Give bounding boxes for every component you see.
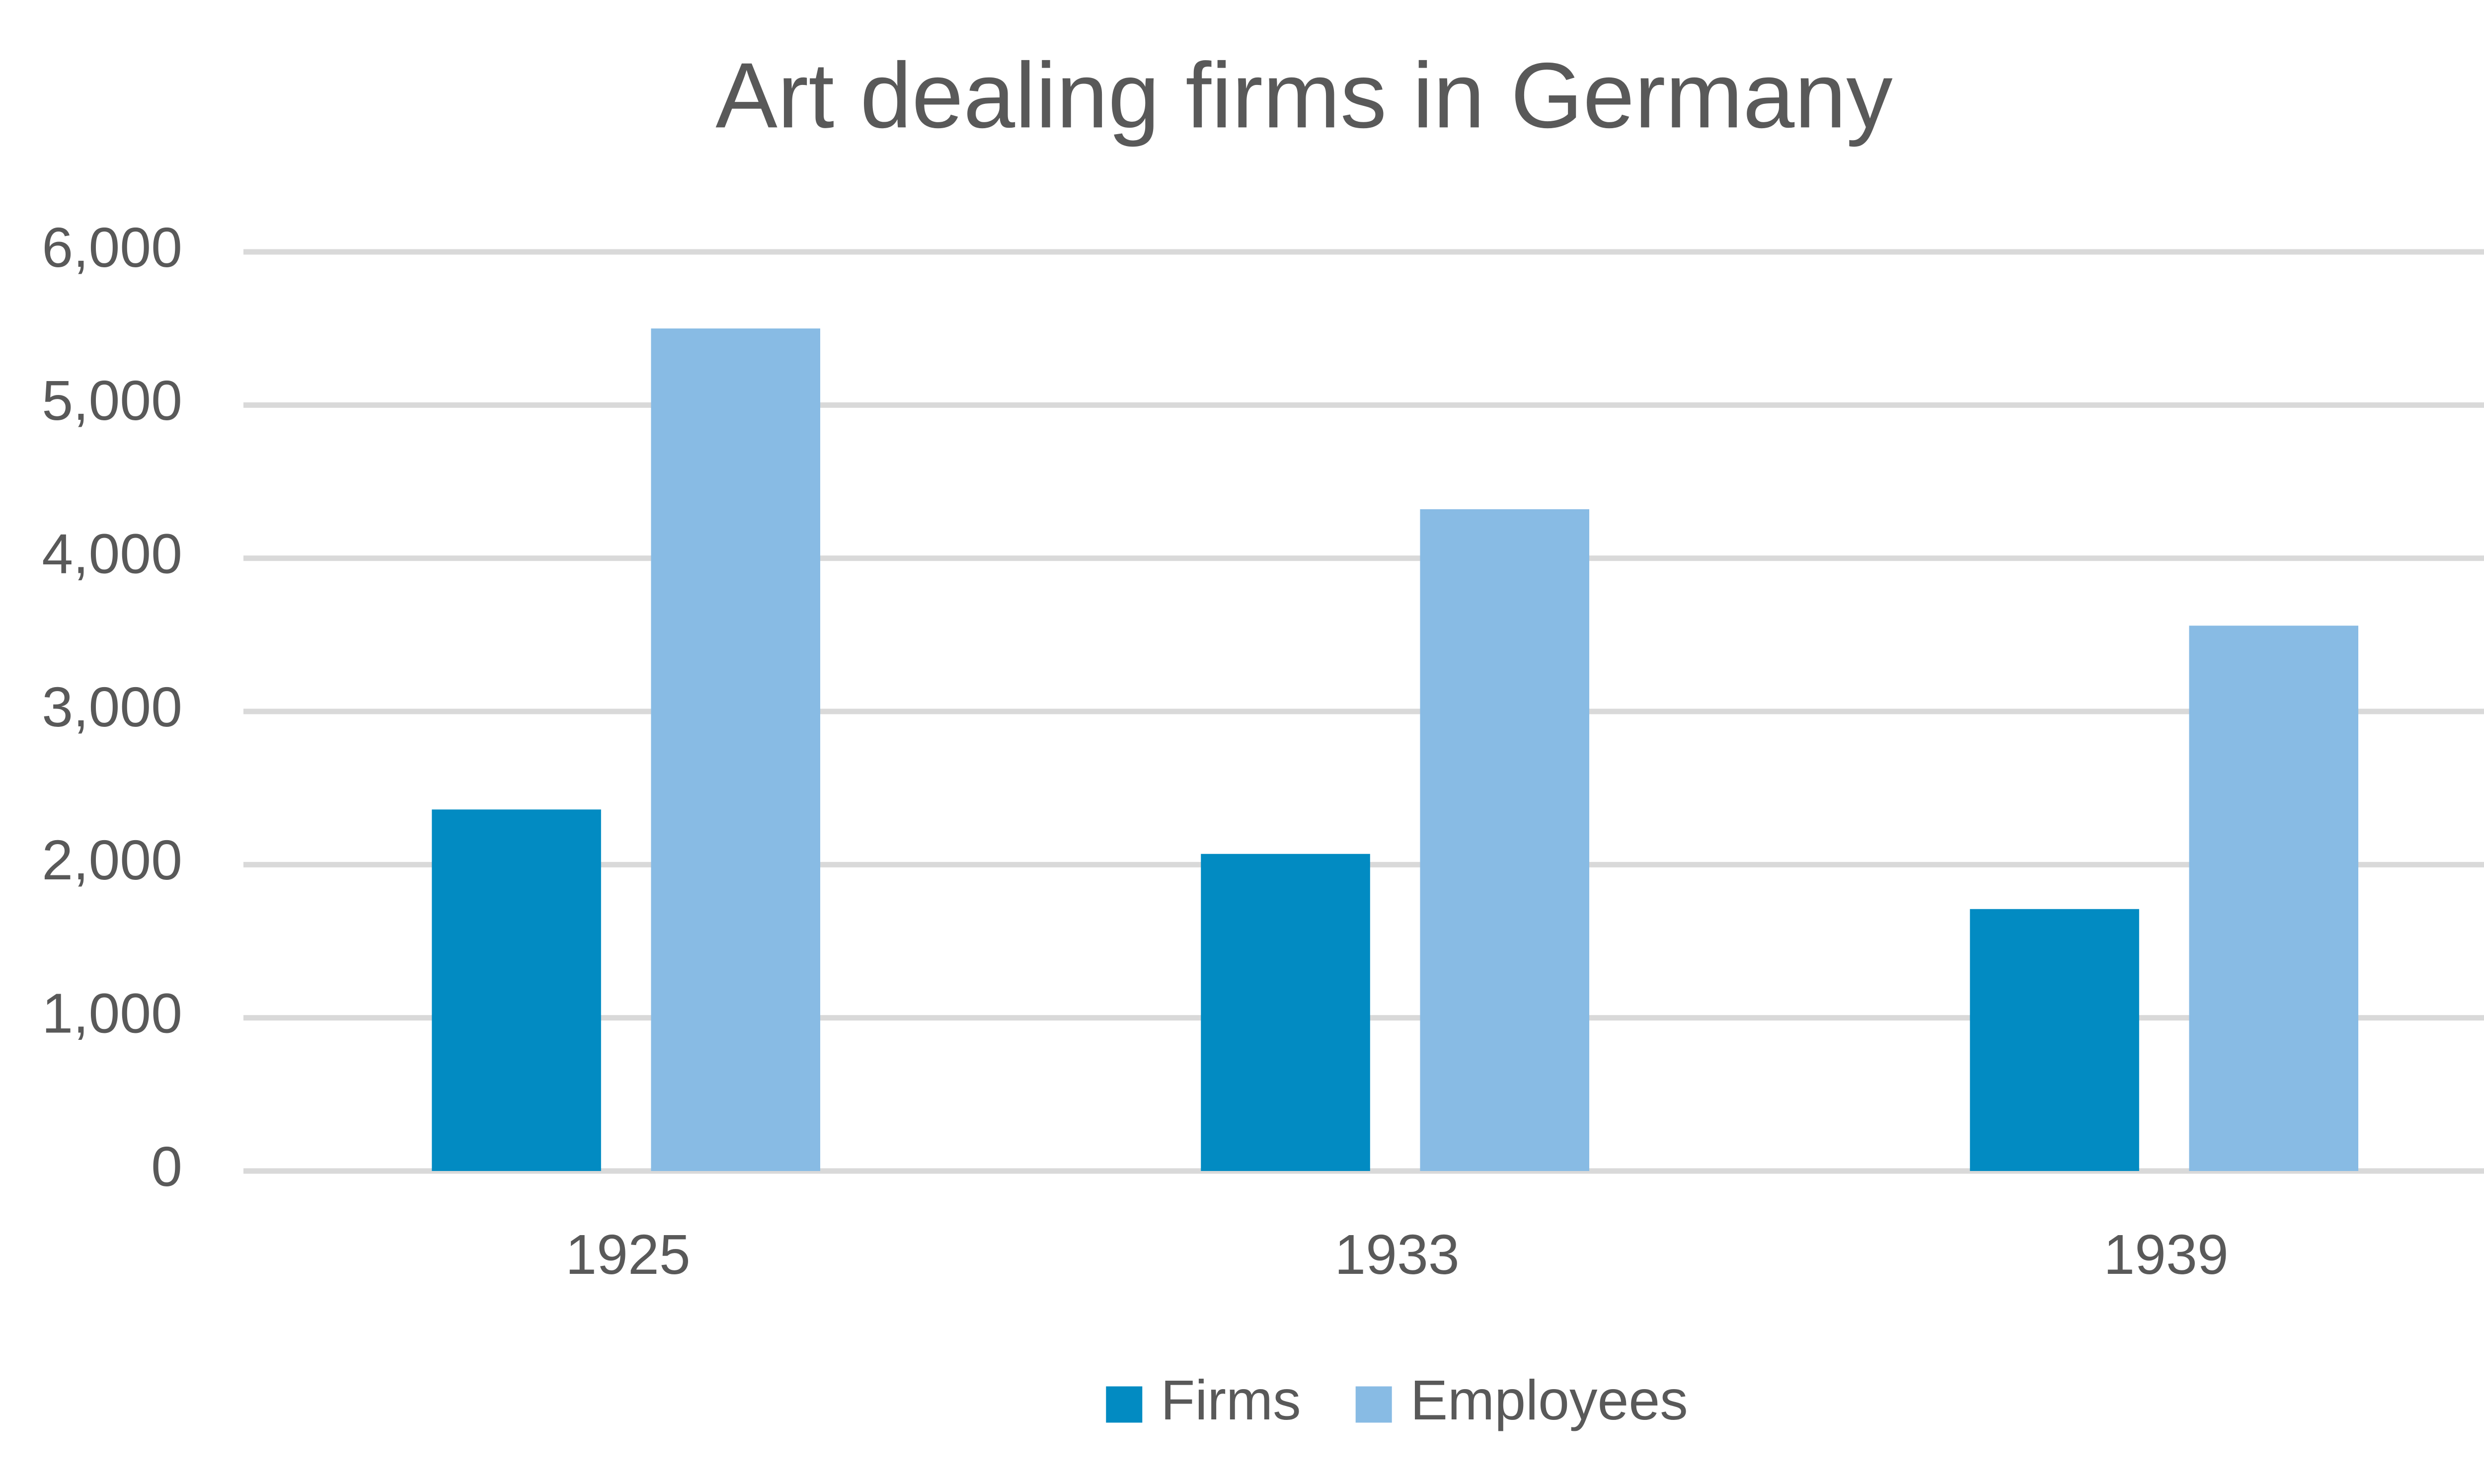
bar [2189, 625, 2358, 1171]
chart-title: Art dealing firms in Germany [715, 43, 1893, 147]
y-tick-label: 1,000 [42, 982, 182, 1045]
bar [1970, 909, 2139, 1171]
bar [1420, 509, 1589, 1171]
x-tick-label: 1933 [1334, 1223, 1459, 1286]
legend-swatch [1355, 1386, 1392, 1423]
legend-label: Firms [1161, 1369, 1301, 1431]
x-tick-label: 1925 [565, 1223, 690, 1286]
y-tick-label: 5,000 [42, 369, 182, 432]
bar [432, 809, 601, 1171]
y-tick-label: 2,000 [42, 829, 182, 891]
legend-label: Employees [1410, 1369, 1688, 1431]
bar [651, 328, 820, 1171]
bar [1201, 854, 1370, 1171]
legend-swatch [1106, 1386, 1143, 1423]
y-tick-label: 0 [151, 1135, 182, 1198]
y-tick-label: 4,000 [42, 523, 182, 585]
y-tick-label: 3,000 [42, 676, 182, 738]
x-tick-label: 1939 [2103, 1223, 2228, 1286]
y-tick-label: 6,000 [42, 216, 182, 279]
